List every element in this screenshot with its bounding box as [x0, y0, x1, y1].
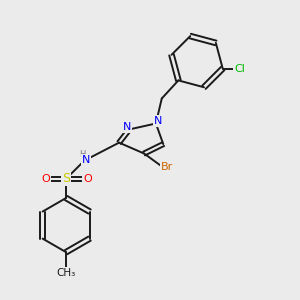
Text: O: O — [41, 174, 50, 184]
Text: Br: Br — [161, 162, 173, 172]
Text: O: O — [83, 174, 92, 184]
Text: CH₃: CH₃ — [56, 268, 76, 278]
Text: N: N — [123, 122, 131, 132]
Text: Cl: Cl — [234, 64, 245, 74]
Text: N: N — [154, 116, 162, 126]
Text: N: N — [82, 155, 90, 165]
Text: H: H — [79, 150, 85, 159]
Text: S: S — [62, 172, 70, 185]
